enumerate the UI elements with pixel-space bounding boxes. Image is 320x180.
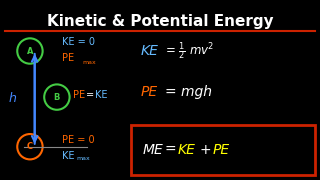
Text: KE: KE — [141, 44, 159, 58]
Text: ME: ME — [142, 143, 163, 157]
Text: =: = — [86, 90, 98, 100]
Text: max: max — [82, 60, 96, 65]
Text: KE: KE — [178, 143, 195, 157]
Text: PE: PE — [73, 90, 85, 100]
Text: PE: PE — [62, 53, 74, 63]
Text: Kinetic & Potential Energy: Kinetic & Potential Energy — [47, 14, 273, 29]
Text: h: h — [9, 92, 16, 105]
Text: =: = — [165, 143, 176, 157]
Text: B: B — [54, 93, 60, 102]
Text: A: A — [27, 46, 33, 55]
Text: = mgh: = mgh — [165, 85, 212, 99]
Text: C: C — [27, 142, 33, 151]
Text: KE = 0: KE = 0 — [62, 37, 95, 47]
Text: PE: PE — [212, 143, 229, 157]
Text: +: + — [200, 143, 211, 157]
FancyBboxPatch shape — [132, 125, 316, 175]
Text: PE = 0: PE = 0 — [62, 135, 94, 145]
Text: KE: KE — [62, 151, 74, 161]
Text: KE: KE — [95, 90, 108, 100]
Text: max: max — [76, 156, 90, 161]
Text: PE: PE — [141, 85, 158, 99]
Text: = $\frac{1}{2}$ mv$^2$: = $\frac{1}{2}$ mv$^2$ — [165, 40, 214, 62]
